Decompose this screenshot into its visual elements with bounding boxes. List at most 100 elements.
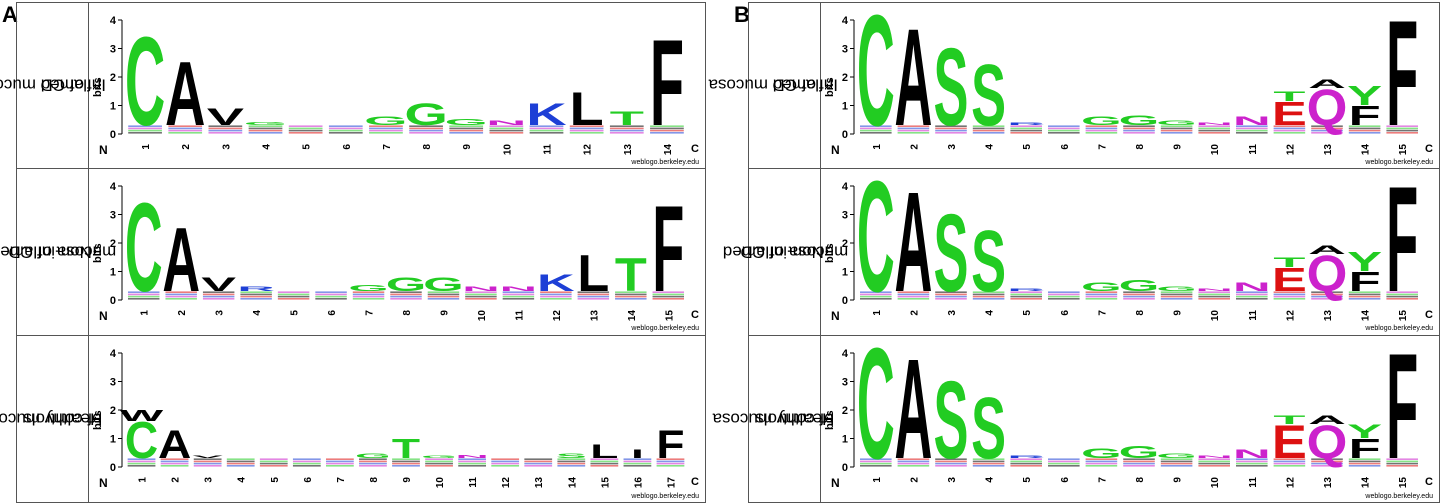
logo-letter: N	[1233, 281, 1271, 294]
logo-letter: N	[1233, 115, 1271, 128]
minor-residue-mark	[288, 125, 323, 127]
n-terminus-label: N	[831, 309, 840, 323]
y-axis-label: bits	[92, 410, 104, 430]
minor-residue-mark	[392, 458, 420, 460]
minor-residue-mark	[897, 465, 930, 467]
y-axis-label: bits	[824, 410, 836, 430]
minor-residue-mark	[897, 462, 930, 465]
panel-a-row-2-label: Non-inflamed mucosa of CD	[0, 168, 116, 335]
minor-residue-mark	[168, 127, 203, 130]
minor-residue-mark	[972, 465, 1005, 467]
minor-residue-mark	[615, 291, 647, 293]
y-axis-label: bits	[824, 243, 836, 263]
minor-residue-mark	[623, 465, 652, 467]
minor-residue-mark	[1048, 462, 1080, 465]
position-label: 5	[290, 310, 301, 316]
minor-residue-mark	[1010, 298, 1042, 300]
minor-residue-mark	[1085, 460, 1118, 463]
c-terminus-label: C	[1425, 309, 1433, 321]
position-label: 3	[215, 310, 226, 316]
y-tick-label: 3	[842, 44, 848, 56]
minor-residue-mark	[1348, 295, 1381, 298]
minor-residue-mark	[897, 458, 930, 460]
position-label: 12	[552, 310, 563, 322]
minor-residue-mark	[392, 465, 420, 467]
minor-residue-mark	[972, 460, 1005, 463]
minor-residue-mark	[1386, 298, 1418, 300]
logo-letter: C	[857, 147, 895, 324]
position-label: 15	[1398, 310, 1409, 322]
logo-letter: C	[857, 314, 895, 491]
logo-letter: R	[1007, 454, 1045, 458]
minor-residue-mark	[502, 291, 535, 293]
minor-residue-mark	[935, 127, 967, 130]
position-label: 7	[1097, 144, 1108, 150]
minor-residue-mark	[897, 295, 930, 298]
minor-residue-mark	[359, 460, 387, 463]
minor-residue-mark	[1085, 462, 1118, 465]
minor-residue-mark	[409, 127, 443, 130]
minor-residue-mark	[972, 127, 1005, 130]
minor-residue-mark	[1010, 462, 1042, 465]
minor-residue-mark	[1010, 132, 1042, 134]
minor-residue-mark	[569, 125, 604, 127]
position-label: 12	[501, 477, 512, 489]
minor-residue-mark	[1386, 291, 1418, 293]
minor-residue-mark	[1160, 293, 1193, 296]
minor-residue-mark	[128, 125, 162, 127]
logo-letter: K	[537, 269, 575, 296]
minor-residue-mark	[1311, 465, 1343, 467]
minor-residue-mark	[425, 465, 453, 467]
minor-residue-mark	[208, 127, 243, 130]
minor-residue-mark	[897, 125, 930, 127]
logo-letter: W	[120, 407, 164, 424]
y-tick-label: 2	[110, 238, 116, 250]
position-label: 13	[589, 310, 600, 322]
y-tick-label: 2	[842, 72, 848, 84]
minor-residue-mark	[1085, 291, 1118, 293]
minor-residue-mark	[359, 465, 387, 467]
minor-residue-mark	[897, 291, 930, 293]
logo-letter: T	[1273, 88, 1305, 104]
minor-residue-mark	[193, 462, 222, 465]
minor-residue-mark	[1048, 458, 1080, 460]
minor-residue-mark	[1198, 465, 1230, 467]
minor-residue-mark	[489, 127, 524, 130]
position-label: 2	[909, 310, 920, 316]
minor-residue-mark	[127, 462, 156, 465]
position-label: 6	[1060, 310, 1071, 316]
minor-residue-mark	[577, 295, 610, 298]
minor-residue-mark	[1010, 295, 1042, 298]
minor-residue-mark	[540, 295, 572, 298]
minor-residue-mark	[1048, 125, 1080, 127]
minor-residue-mark	[1160, 125, 1193, 127]
minor-residue-mark	[325, 458, 354, 460]
y-tick-label: 1	[842, 101, 848, 113]
position-label: 9	[439, 310, 450, 316]
minor-residue-mark	[127, 460, 156, 463]
minor-residue-mark	[1273, 132, 1306, 134]
minor-residue-mark	[1010, 460, 1042, 463]
position-label: 11	[514, 310, 525, 321]
minor-residue-mark	[615, 298, 647, 300]
logo-letter: L	[590, 440, 618, 462]
logo-letter: N	[1195, 287, 1233, 291]
logo-letter: E	[1272, 261, 1307, 298]
panel-b-label-column-divider	[820, 2, 821, 503]
minor-residue-mark	[972, 462, 1005, 465]
y-axis-label: bits	[92, 77, 104, 97]
minor-residue-mark	[623, 462, 652, 465]
logo-letter: G	[1119, 113, 1160, 129]
minor-residue-mark	[1311, 460, 1343, 463]
logo-letter: T	[1273, 254, 1305, 270]
minor-residue-mark	[1198, 132, 1230, 134]
minor-residue-mark	[1386, 465, 1418, 467]
minor-residue-mark	[390, 295, 422, 298]
logo-letter: A	[158, 423, 191, 467]
minor-residue-mark	[328, 129, 363, 132]
y-tick-label: 4	[842, 181, 849, 193]
minor-residue-mark	[652, 295, 685, 298]
minor-residue-mark	[328, 127, 363, 130]
minor-residue-mark	[1273, 460, 1306, 463]
y-tick-label: 4	[842, 348, 849, 360]
